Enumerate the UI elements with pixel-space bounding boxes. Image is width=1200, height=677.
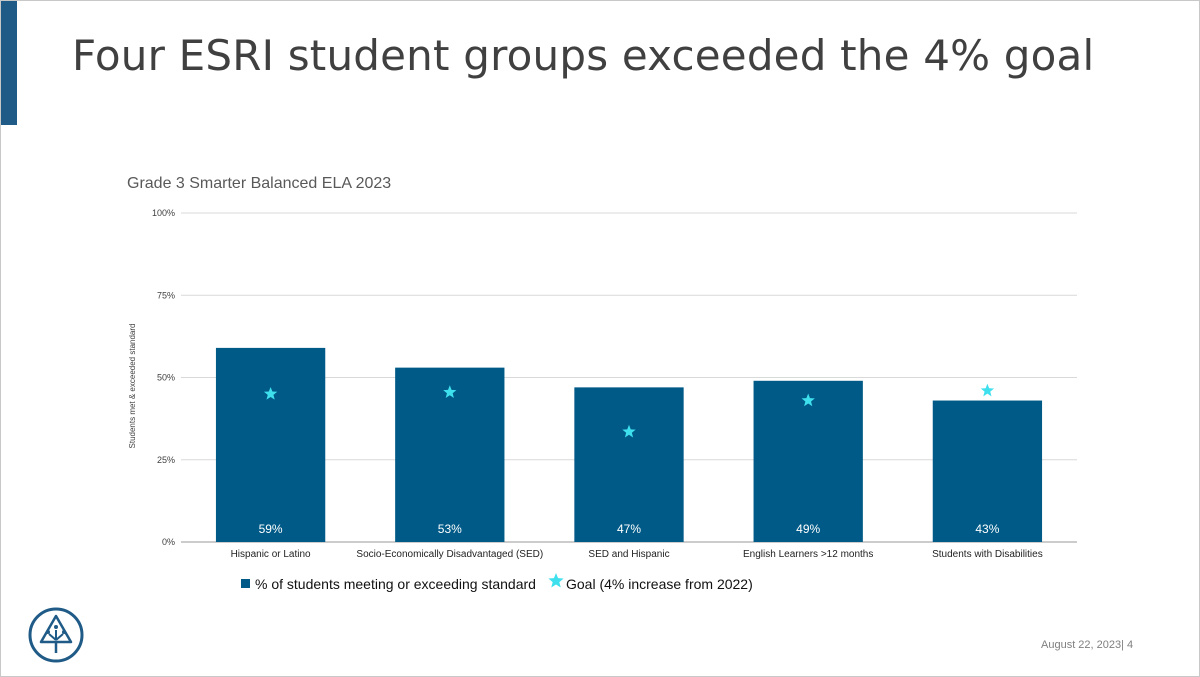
bar bbox=[574, 387, 684, 542]
bar-data-label: 47% bbox=[617, 522, 641, 536]
chart-title: Grade 3 Smarter Balanced ELA 2023 bbox=[127, 175, 392, 192]
legend-star-icon bbox=[548, 573, 564, 588]
bar bbox=[215, 347, 326, 542]
x-tick-label: Students with Disabilities bbox=[932, 549, 1043, 560]
x-tick-label: SED and Hispanic bbox=[588, 549, 669, 560]
legend: % of students meeting or exceeding stand… bbox=[241, 573, 753, 592]
bar bbox=[395, 367, 505, 542]
footer-separator: | bbox=[1121, 639, 1124, 651]
legend-swatch-bars bbox=[241, 579, 250, 588]
bar bbox=[932, 400, 1043, 542]
legend-label-goal: Goal (4% increase from 2022) bbox=[566, 576, 753, 592]
bar bbox=[753, 380, 863, 542]
y-tick-label: 50% bbox=[157, 373, 175, 383]
bar-data-label: 49% bbox=[796, 522, 820, 536]
bar-chart: 0% 25% 50% 75% 100% 59% 53% 47% 49% 43% Hispanic… bbox=[128, 208, 1077, 592]
x-tick-label: Socio-Economically Disadvantaged (SED) bbox=[356, 549, 543, 560]
bar-data-label: 43% bbox=[975, 522, 999, 536]
y-tick-label: 100% bbox=[152, 208, 175, 218]
bar-data-label: 59% bbox=[259, 522, 283, 536]
footer-date: August 22, 2023 bbox=[1041, 639, 1122, 651]
slide-title: Four ESRI student groups exceeded the 4%… bbox=[72, 31, 1095, 80]
slide-footer: August 22, 2023| 4 bbox=[1041, 639, 1133, 651]
y-tick-label: 75% bbox=[157, 290, 175, 300]
goal-star-marker bbox=[801, 393, 815, 407]
y-tick-label: 0% bbox=[162, 537, 175, 547]
y-axis-label: Students met & exceeded standard bbox=[128, 324, 137, 449]
goal-star-marker bbox=[980, 383, 995, 397]
x-tick-label: English Learners >12 months bbox=[743, 549, 873, 560]
goal-star-marker bbox=[263, 386, 278, 400]
goal-star-marker bbox=[622, 424, 636, 438]
page-number: 4 bbox=[1127, 639, 1134, 651]
bars: 59% 53% 47% 49% 43% bbox=[215, 347, 1043, 542]
x-axis-ticks: Hispanic or Latino Socio-Economically Dis… bbox=[231, 549, 1043, 560]
x-tick-label: Hispanic or Latino bbox=[231, 549, 311, 560]
bar-data-label: 53% bbox=[438, 522, 462, 536]
legend-label-bars: % of students meeting or exceeding stand… bbox=[255, 576, 536, 592]
goal-markers bbox=[263, 383, 995, 438]
organization-logo-icon bbox=[28, 607, 84, 663]
goal-star-marker bbox=[443, 385, 457, 398]
y-axis-ticks: 0% 25% 50% 75% 100% bbox=[152, 208, 175, 547]
y-tick-label: 25% bbox=[157, 455, 175, 465]
title-accent-bar bbox=[1, 1, 17, 125]
